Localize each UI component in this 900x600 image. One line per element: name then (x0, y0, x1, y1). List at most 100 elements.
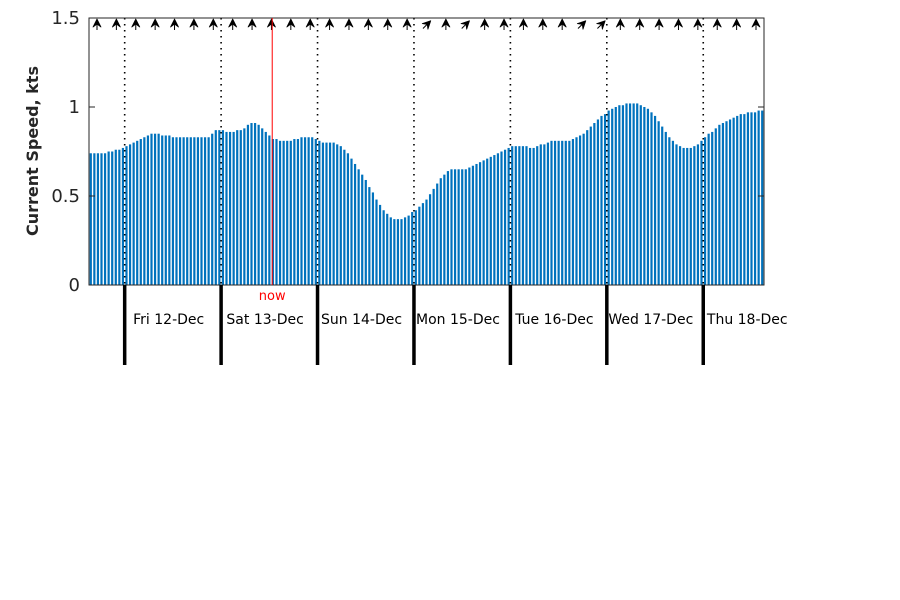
direction-arrow (538, 18, 548, 30)
speed-bar (461, 169, 464, 285)
speed-bar (368, 187, 371, 285)
speed-bar (578, 135, 582, 285)
speed-bar (271, 139, 275, 285)
speed-bar (503, 149, 507, 285)
speed-bar (346, 153, 350, 285)
speed-bar (682, 147, 685, 285)
speed-bar (250, 123, 253, 286)
now-marker: now (259, 18, 286, 304)
speed-bar (186, 137, 189, 285)
speed-bar (361, 174, 364, 285)
direction-arrow (519, 18, 528, 30)
speed-bar (553, 140, 557, 285)
plot-frame (88, 17, 765, 286)
direction-arrow (286, 18, 296, 30)
speed-bar (593, 123, 596, 286)
direction-arrow (267, 18, 276, 30)
speed-bar (325, 142, 328, 285)
speed-bar (193, 137, 196, 285)
direction-arrow (460, 20, 470, 30)
speed-bar (189, 137, 192, 285)
day-labels: Fri 12-Dec Sat 13-Dec Sun 14-Dec Mon 15-Dec… (133, 312, 787, 328)
speed-bar (393, 219, 396, 285)
speed-bar (611, 108, 614, 285)
speed-bar (675, 144, 678, 285)
y-tick-label: 0 (69, 275, 80, 296)
speed-bar (443, 174, 446, 285)
y-axis: 0 0.5 1 1.5 (51, 8, 764, 296)
day-label: Fri 12-Dec (133, 312, 204, 328)
speed-bar (407, 215, 410, 285)
speed-bar (732, 117, 735, 286)
speed-bar (571, 139, 575, 285)
speed-bar (457, 169, 460, 285)
speed-bar (489, 156, 492, 285)
speed-bar (114, 149, 117, 285)
speed-bar (403, 217, 407, 285)
speed-bar (228, 131, 232, 285)
speed-bar (278, 140, 282, 285)
speed-bar (668, 137, 671, 285)
speed-bar (725, 121, 728, 286)
speed-bar (607, 110, 610, 285)
speed-bar (468, 167, 471, 285)
day-label: Wed 17-Dec (608, 312, 693, 328)
speed-bar (700, 140, 703, 285)
speed-bar (661, 126, 664, 285)
speed-bar (178, 137, 182, 285)
speed-bar (614, 107, 617, 285)
direction-arrow (635, 18, 645, 30)
speed-bar (739, 114, 742, 286)
speed-bar (275, 139, 278, 285)
speed-bar (603, 114, 607, 286)
direction-arrow (421, 20, 432, 30)
speed-bar (307, 137, 310, 285)
speed-bar (171, 137, 175, 285)
speed-bar (339, 146, 342, 285)
speed-bar (650, 112, 653, 285)
day-gridlines (123, 18, 705, 285)
direction-arrow (751, 18, 761, 30)
speed-bar (657, 121, 660, 286)
speed-bar (286, 140, 289, 285)
speed-bar (146, 135, 150, 285)
speed-bar (364, 179, 367, 285)
speed-bar (103, 153, 107, 285)
speed-bar (353, 163, 357, 285)
direction-arrow (654, 18, 664, 30)
speed-bar (253, 123, 257, 286)
speed-bar (453, 169, 457, 285)
direction-arrow (228, 18, 238, 30)
speed-bar (543, 144, 546, 285)
speed-bar (232, 131, 235, 285)
speed-bar (525, 146, 528, 285)
speed-bar (550, 140, 553, 285)
speed-bar (636, 103, 639, 285)
direction-arrow (402, 18, 412, 30)
direction-arrow (480, 18, 490, 30)
speed-bar (139, 139, 142, 285)
speed-bar (239, 130, 242, 285)
speed-bar (464, 169, 467, 285)
speed-bar (511, 146, 514, 285)
speed-bar (246, 124, 250, 285)
direction-arrow (344, 18, 354, 30)
speed-bar (711, 131, 714, 285)
direction-arrow (499, 18, 509, 30)
speed-bar (221, 130, 225, 285)
speed-bar (707, 133, 710, 285)
speed-bar (653, 115, 657, 286)
speed-bar (332, 142, 335, 285)
speed-bar (625, 103, 628, 285)
speed-bar (632, 103, 635, 285)
speed-bar (371, 192, 375, 285)
speed-bar (575, 137, 578, 285)
speed-bar (132, 142, 135, 285)
speed-bar (93, 153, 96, 285)
speed-bar (618, 105, 621, 285)
speed-bar (89, 153, 92, 285)
speed-bar (282, 140, 285, 285)
speed-bar (421, 203, 425, 285)
speed-bar (236, 130, 239, 285)
